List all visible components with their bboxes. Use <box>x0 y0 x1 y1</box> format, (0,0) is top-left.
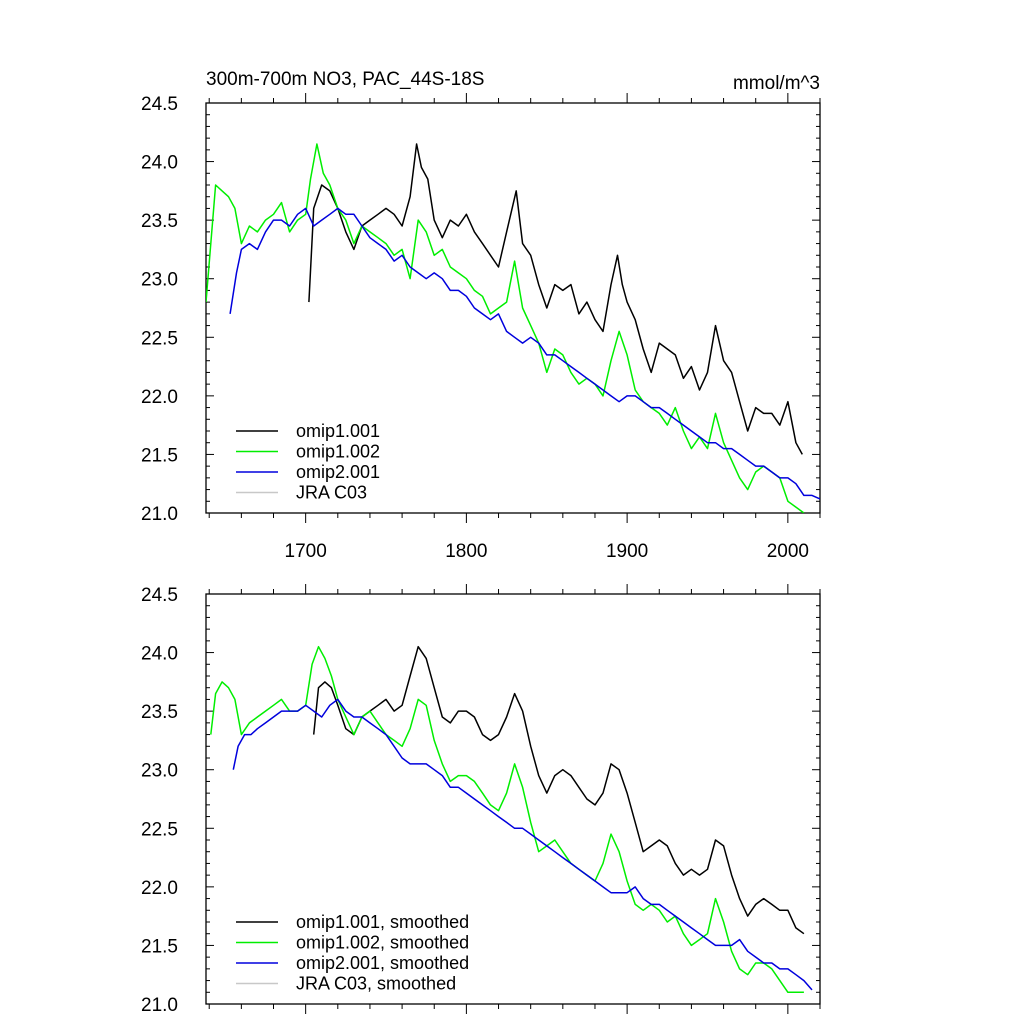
y-tick-label: 22.5 <box>141 819 178 840</box>
y-tick-label: 21.5 <box>141 936 178 957</box>
y-tick-label: 24.0 <box>141 153 178 174</box>
legend-label: JRA C03 <box>296 483 367 503</box>
y-tick-label: 21.5 <box>141 445 178 466</box>
series-line-omip1-001-smoothed <box>312 645 805 935</box>
legend-label: omip1.001 <box>296 421 380 441</box>
x-tick-label: 1700 <box>285 541 327 562</box>
y-tick-label: 24.5 <box>141 585 178 606</box>
series-line-omip1-001 <box>308 143 803 455</box>
legend-label: omip2.001 <box>296 462 380 482</box>
units-label: mmol/m^3 <box>733 73 820 94</box>
series-line-omip2-001 <box>229 207 820 500</box>
series-line-omip2-001-smoothed <box>232 698 813 991</box>
y-tick-label: 22.5 <box>141 328 178 349</box>
plot-frame <box>205 593 821 1005</box>
legend-label: omip1.002 <box>296 442 380 462</box>
plot-panel-2: 21.0 21.5 22.0 22.5 23.0 23.5 24.0 24.5 omip1.00… <box>141 584 821 1016</box>
chart-title: 300m-700m NO3, PAC_44S-18S <box>206 69 484 90</box>
x-tick-label: 1900 <box>606 541 648 562</box>
y-tick-label: 23.0 <box>141 761 178 782</box>
legend-label: omip1.002, smoothed <box>296 933 469 953</box>
legend-label: JRA C03, smoothed <box>296 974 456 994</box>
plot-frame <box>205 102 821 514</box>
y-tick-label: 21.0 <box>141 995 178 1016</box>
y-tick-label: 24.5 <box>141 94 178 115</box>
y-tick-label: 21.0 <box>141 504 178 525</box>
legend-label: omip2.001, smoothed <box>296 953 469 973</box>
y-tick-label: 22.0 <box>141 878 178 899</box>
y-tick-label: 23.0 <box>141 270 178 291</box>
plot-panel-1: 21.0 21.5 22.0 22.5 23.0 23.5 24.0 24.5 1700 1800… <box>141 69 821 562</box>
x-tick-label: 2000 <box>767 541 809 562</box>
y-tick-label: 23.5 <box>141 702 178 723</box>
series-line-omip1-002 <box>206 143 805 513</box>
y-tick-label: 24.0 <box>141 644 178 665</box>
legend-label: omip1.001, smoothed <box>296 912 469 932</box>
x-tick-label: 1800 <box>445 541 487 562</box>
y-tick-label: 23.5 <box>141 211 178 232</box>
y-tick-label: 22.0 <box>141 387 178 408</box>
